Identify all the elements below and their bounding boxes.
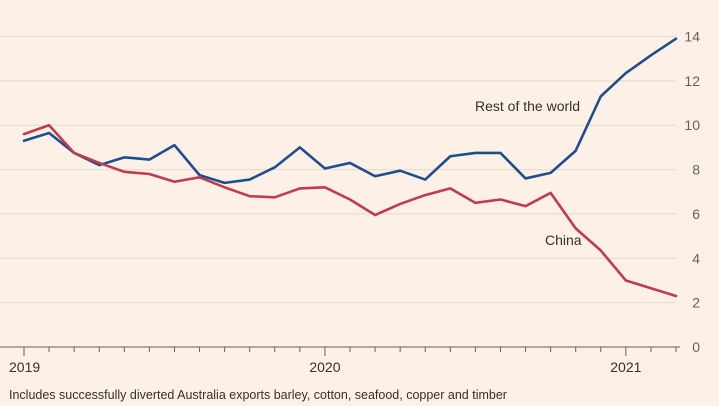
y-tick-label-2: 2 [692,295,700,311]
series-line-rest-of-the-world [22,37,678,185]
y-tick-label-14: 14 [684,29,700,45]
y-tick-label-10: 10 [684,117,700,133]
x-axis: 2019 2020 2021 [0,346,680,375]
series-lines [22,37,678,298]
y-tick-label-12: 12 [684,73,700,89]
y-axis-tick-labels: 0 2 4 6 8 10 12 14 [684,29,700,356]
y-tick-label-4: 4 [692,250,700,266]
china-label: China [545,232,582,248]
x-tick-label-2020: 2020 [309,359,340,375]
y-tick-label-8: 8 [692,162,700,178]
x-tick-label-2021: 2021 [610,359,641,375]
gridlines [0,36,676,304]
y-tick-label-6: 6 [692,206,700,222]
y-tick-label-0: 0 [692,339,700,355]
series-annotations: Rest of the world China [475,98,582,248]
series-line-china [22,123,678,298]
rest-of-world-label: Rest of the world [475,98,580,114]
chart-footnote: Includes successfully diverted Australia… [9,388,507,402]
x-tick-label-2019: 2019 [9,359,40,375]
